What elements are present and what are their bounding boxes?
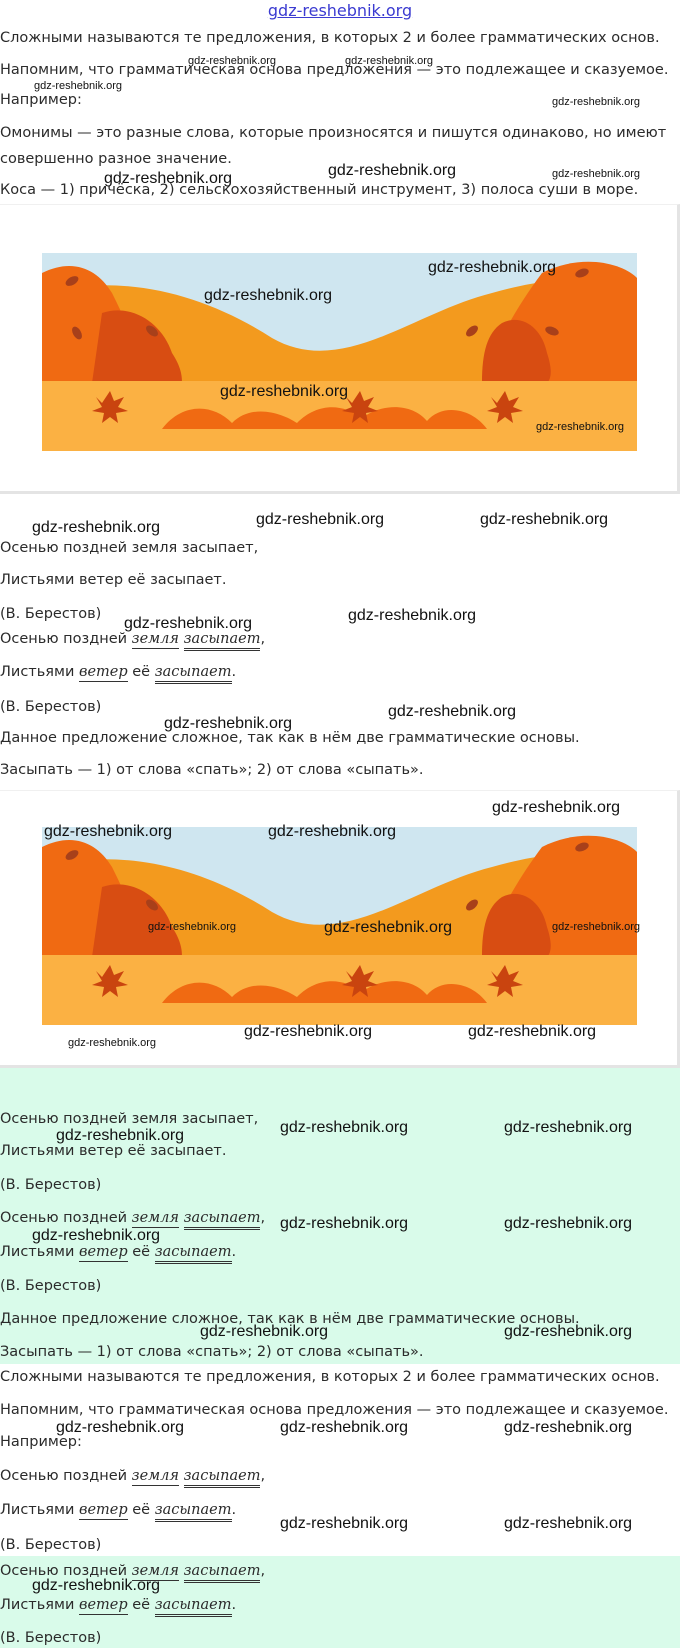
poem-analysis-line-1-c: Осенью поздней земля засыпает,: [0, 1466, 266, 1488]
poem-analysis-line-2-b: Листьями ветер её засыпает.: [0, 1242, 237, 1264]
homonyms-definition-line2: совершенно разное значение.: [0, 151, 232, 167]
subject-veter: ветер: [79, 1597, 128, 1615]
line2-mid: её: [132, 1502, 151, 1518]
example-label: Например:: [0, 92, 82, 108]
line1-end: ,: [260, 631, 266, 647]
poem-analysis-line-1-b: Осенью поздней земля засыпает,: [0, 1208, 266, 1230]
poem-author-b: (В. Берестов): [0, 1177, 102, 1193]
grammar-basis-reminder: Напомним, что грамматическая основа пред…: [0, 62, 669, 78]
poem-analysis-line-1: Осенью поздней земля засыпает,: [0, 629, 266, 651]
line1-prefix: Осенью поздней: [0, 1563, 128, 1579]
watermark: gdz-reshebnik.org: [388, 703, 517, 720]
predicate-zasypaet-1: засыпает: [183, 631, 261, 651]
line1-end: ,: [260, 1210, 266, 1226]
watermark: gdz-reshebnik.org: [348, 607, 477, 624]
complex-definition: Сложными называются те предложения, в ко…: [0, 30, 660, 46]
line2-end: .: [231, 664, 237, 680]
line2-mid: её: [132, 1244, 151, 1260]
autumn-illustration-frame: [0, 204, 680, 494]
line1-end: ,: [260, 1468, 266, 1484]
predicate-zasypaet-1: засыпает: [183, 1468, 261, 1488]
line2-prefix: Листьями: [0, 1244, 75, 1260]
watermark: gdz-reshebnik.org: [280, 1419, 409, 1436]
poem-analysis-line-1-d: Осенью поздней земля засыпает,: [0, 1561, 266, 1583]
subject-veter: ветер: [79, 1244, 128, 1262]
line2-mid: её: [132, 664, 151, 680]
poem-line-2-b: Листьями ветер её засыпает.: [0, 1143, 227, 1159]
autumn-landscape-illustration-2: [42, 827, 637, 1025]
zasypat-meanings-b: Засыпать — 1) от слова «спать»; 2) от сл…: [0, 1344, 424, 1360]
line1-prefix: Осенью поздней: [0, 1210, 128, 1226]
answer-block-green-2: [0, 1556, 680, 1648]
poem-analysis-line-2: Листьями ветер её засыпает.: [0, 662, 237, 684]
line1-end: ,: [260, 1563, 266, 1579]
poem-author-2: (В. Берестов): [0, 699, 102, 715]
complex-definition-b: Сложными называются те предложения, в ко…: [0, 1369, 660, 1385]
subject-veter: ветер: [79, 664, 128, 682]
homonyms-definition-line1: Омонимы — это разные слова, которые прои…: [0, 125, 667, 141]
line2-end: .: [231, 1502, 237, 1518]
example-label-b: Например:: [0, 1434, 82, 1450]
autumn-landscape-illustration: [42, 253, 637, 451]
line2-prefix: Листьями: [0, 1502, 75, 1518]
line2-end: .: [231, 1597, 237, 1613]
predicate-zasypaet-2: засыпает: [154, 1502, 232, 1522]
watermark: gdz-reshebnik.org: [328, 162, 457, 179]
subject-zemlya: земля: [131, 631, 180, 649]
predicate-zasypaet-2: засыпает: [154, 1597, 232, 1617]
poem-author-d: (В. Берестов): [0, 1630, 102, 1646]
poem-author-b2: (В. Берестов): [0, 1278, 102, 1294]
predicate-zasypaet-2: засыпает: [154, 1244, 232, 1264]
watermark: gdz-reshebnik.org: [32, 519, 161, 536]
poem-analysis-line-2-d: Листьями ветер её засыпает.: [0, 1595, 237, 1617]
line1-prefix: Осенью поздней: [0, 1468, 128, 1484]
watermark: gdz-reshebnik.org: [504, 1419, 633, 1436]
poem-line-1-b: Осенью поздней земля засыпает,: [0, 1111, 259, 1127]
poem-line-2: Листьями ветер её засыпает.: [0, 572, 227, 588]
line2-prefix: Листьями: [0, 1597, 75, 1613]
subject-veter: ветер: [79, 1502, 128, 1520]
answer-block-green: [0, 1068, 680, 1364]
line1-prefix: Осенью поздней: [0, 631, 128, 647]
predicate-zasypaet-1: засыпает: [183, 1210, 261, 1230]
poem-line-1: Осенью поздней земля засыпает,: [0, 540, 259, 556]
watermark: gdz-reshebnik.org: [256, 511, 385, 528]
subject-zemlya: земля: [131, 1468, 180, 1486]
poem-analysis-line-2-c: Листьями ветер её засыпает.: [0, 1500, 237, 1522]
site-logo-link[interactable]: gdz-reshebnik.org: [267, 1, 413, 20]
conclusion-text: Данное предложение сложное, так как в нё…: [0, 730, 580, 746]
grammar-basis-reminder-b: Напомним, что грамматическая основа пред…: [0, 1402, 669, 1418]
poem-author: (В. Берестов): [0, 606, 102, 622]
kosa-meanings: Коса — 1) причёска, 2) сельскохозяйствен…: [0, 182, 639, 198]
subject-zemlya: земля: [131, 1210, 180, 1228]
watermark: gdz-reshebnik.org: [552, 96, 641, 108]
predicate-zasypaet-1: засыпает: [183, 1563, 261, 1583]
predicate-zasypaet-2: засыпает: [154, 664, 232, 684]
watermark: gdz-reshebnik.org: [280, 1515, 409, 1532]
poem-author-c: (В. Берестов): [0, 1537, 102, 1553]
watermark: gdz-reshebnik.org: [552, 168, 641, 180]
subject-zemlya: земля: [131, 1563, 180, 1581]
line2-end: .: [231, 1244, 237, 1260]
conclusion-text-b: Данное предложение сложное, так как в нё…: [0, 1311, 580, 1327]
line2-prefix: Листьями: [0, 664, 75, 680]
watermark: gdz-reshebnik.org: [480, 511, 609, 528]
autumn-illustration-frame-2: [0, 790, 680, 1068]
watermark: gdz-reshebnik.org: [504, 1515, 633, 1532]
line2-mid: её: [132, 1597, 151, 1613]
zasypat-meanings: Засыпать — 1) от слова «спать»; 2) от сл…: [0, 762, 424, 778]
